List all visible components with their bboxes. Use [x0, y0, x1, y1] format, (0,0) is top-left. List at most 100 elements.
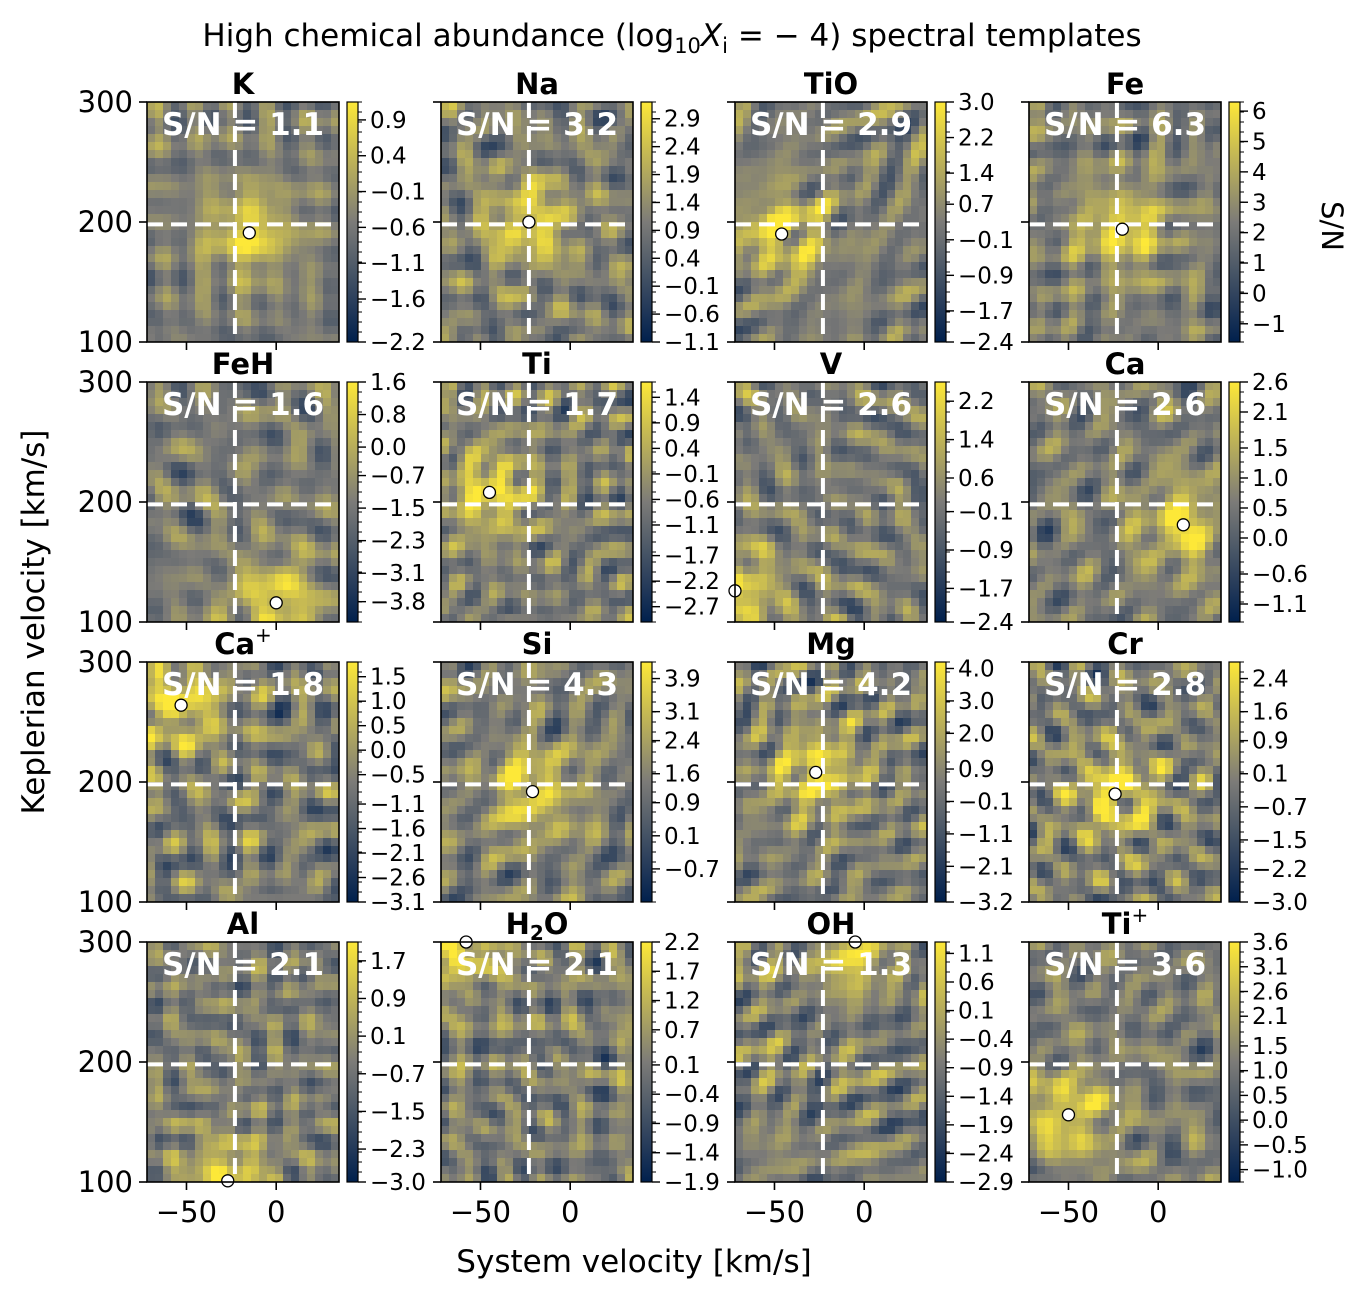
colorbar-tick-label-10-4: 0.9 — [664, 791, 701, 817]
peak-marker-1 — [242, 226, 256, 240]
colorbar-tick-label-5-4: −1.5 — [370, 496, 426, 522]
panel-title-4: Fe — [1106, 67, 1144, 101]
colorbar-tick-label-8-3: 1.0 — [1252, 466, 1289, 492]
heatmap-6 — [441, 382, 633, 622]
colorbar-tick-label-3-4: −0.1 — [958, 228, 1014, 254]
colorbar-tick-label-15-3: −0.4 — [958, 1027, 1014, 1053]
heatmap-7 — [735, 382, 927, 622]
x-tick-label-15-0: −50 — [744, 1195, 805, 1229]
panel-8: S/N = 2.6 Ca 2.6 2.1 1.5 1.0 0.5 0.0 −0.6 −1.1 — [1021, 347, 1308, 630]
colorbar-tick-label-5-1: 0.8 — [370, 403, 407, 429]
colorbar-tick-label-5-2: 0.0 — [370, 435, 407, 461]
colorbar-tick-label-6-1: 0.9 — [664, 411, 701, 437]
heatmap-4 — [1029, 102, 1221, 342]
sn-label-6: S/N = 1.7 — [456, 387, 618, 423]
colorbar-tick-label-3-6: −1.7 — [958, 299, 1014, 325]
panel-10: S/N = 4.3 Si 3.9 3.1 2.4 1.6 0.9 0.1 −0.7 — [433, 627, 720, 910]
y-axis-label: Keplerian velocity [km/s] — [16, 429, 52, 814]
panel-2: S/N = 3.2 Na 2.92.41.91.40.90.4−0.1−0.6−1.… — [433, 67, 720, 356]
colorbar-tick-label-13-1: 0.9 — [370, 986, 407, 1012]
colorbar-tick-label-6-0: 1.4 — [664, 385, 701, 411]
colorbar-tick-label-2-0: 2.9 — [664, 107, 701, 133]
colorbar-tick-label-8-6: −0.6 — [1252, 562, 1308, 588]
colorbar-tick-label-15-2: 0.1 — [958, 999, 995, 1025]
peak-marker-11 — [809, 765, 823, 780]
colorbar-11 — [934, 661, 947, 903]
colorbar-tick-label-1-2: −0.1 — [370, 180, 426, 206]
x-tick-label-16-0: −50 — [1038, 1195, 1099, 1229]
colorbar-tick-label-8-4: 0.5 — [1252, 496, 1289, 522]
colorbar-tick-label-4-6: 0 — [1252, 281, 1267, 307]
colorbar-5 — [346, 381, 359, 623]
colorbar-tick-label-6-3: −0.1 — [664, 462, 720, 488]
colorbar-tick-label-5-3: −0.7 — [370, 464, 426, 490]
colorbar-tick-label-8-2: 1.5 — [1252, 436, 1289, 462]
colorbar-tick-label-3-3: 0.7 — [958, 192, 995, 218]
colorbar-tick-label-11-1: 3.0 — [958, 689, 995, 715]
colorbar-tick-label-4-3: 3 — [1252, 190, 1267, 216]
colorbar-tick-label-16-1: 3.1 — [1252, 955, 1289, 981]
y-tick-label-5-0: 100 — [78, 605, 133, 639]
colorbar-tick-label-6-2: 0.4 — [664, 436, 701, 462]
sn-label-13: S/N = 2.1 — [162, 947, 324, 983]
sn-label-16: S/N = 3.6 — [1044, 947, 1206, 983]
colorbar-1 — [346, 101, 359, 343]
colorbar-tick-label-12-7: −3.0 — [1252, 890, 1308, 916]
colorbar-tick-label-4-5: 1 — [1252, 251, 1267, 277]
colorbar-tick-label-10-6: −0.7 — [664, 857, 720, 883]
colorbar-tick-label-6-7: −2.2 — [664, 569, 720, 595]
colorbar-tick-label-15-6: −1.9 — [958, 1113, 1014, 1139]
colorbar-tick-label-4-2: 4 — [1252, 160, 1267, 186]
colorbar-16 — [1228, 941, 1241, 1183]
sn-label-15: S/N = 1.3 — [750, 947, 912, 983]
colorbar-tick-label-13-0: 1.7 — [370, 949, 407, 975]
colorbar-tick-label-1-5: −1.6 — [370, 287, 426, 313]
colorbar-tick-label-13-5: −2.3 — [370, 1137, 426, 1163]
figure-title-log-base: 10 — [674, 34, 701, 58]
colorbar-tick-label-13-2: 0.1 — [370, 1024, 407, 1050]
panel-title-14: H2O — [506, 907, 569, 945]
sn-label-7: S/N = 2.6 — [750, 387, 912, 423]
y-tick-label-9-1: 200 — [78, 765, 133, 799]
colorbar-tick-label-5-0: 1.6 — [370, 370, 407, 396]
colorbar-tick-label-14-1: 1.7 — [664, 959, 701, 985]
colorbar-tick-label-11-2: 2.0 — [958, 721, 995, 747]
colorbar-tick-label-16-5: 1.0 — [1252, 1059, 1289, 1085]
sn-label-1: S/N = 1.1 — [162, 107, 324, 143]
colorbar-tick-label-9-9: −3.1 — [370, 890, 426, 916]
figure-title-prefix: High chemical abundance (log — [202, 18, 674, 54]
figure-title-suffix: = − 4) spectral templates — [728, 18, 1142, 54]
panel-1: S/N = 1.1 K 100 200 300 0.9 0.4 −0.1 −0.6 −1.1 −1.… — [78, 67, 426, 359]
peak-marker-2 — [522, 215, 536, 229]
colorbar-tick-label-5-6: −3.1 — [370, 561, 426, 587]
panel-11: S/N = 4.2 Mg 4.0 3.0 2.0 0.9 −0.1 −1.1 −2.1 −3.2 — [727, 627, 1014, 916]
colorbar-tick-label-15-0: 1.1 — [958, 941, 995, 967]
colorbar-2 — [640, 101, 653, 343]
colorbar-tick-label-11-6: −2.1 — [958, 854, 1014, 880]
y-tick-label-9-0: 100 — [78, 885, 133, 919]
colorbar-7 — [934, 381, 947, 623]
colorbar-tick-label-12-1: 1.6 — [1252, 700, 1289, 726]
x-tick-label-13-1: 0 — [267, 1195, 285, 1229]
colorbar-tick-label-7-5: −1.7 — [958, 576, 1014, 602]
colorbar-tick-label-14-3: 0.7 — [664, 1018, 701, 1044]
colorbar-tick-label-3-5: −0.9 — [958, 263, 1014, 289]
colorbar-8 — [1228, 381, 1241, 623]
colorbar-tick-label-11-7: −3.2 — [958, 890, 1014, 916]
panel-title-13: Al — [227, 907, 259, 941]
colorbar-tick-label-2-8: −1.1 — [664, 330, 720, 356]
x-tick-label-13-0: −50 — [156, 1195, 217, 1229]
panel-15: S/N = 1.3 OH −50 0 1.1 0.6 0.1−0.4 −0.9−1.4 −1.9… — [727, 907, 1014, 1229]
colorbar-tick-label-8-0: 2.6 — [1252, 370, 1289, 396]
colorbar-tick-label-10-5: 0.1 — [664, 824, 701, 850]
colorbar-tick-label-16-2: 2.6 — [1252, 979, 1289, 1005]
colorbar-tick-label-16-4: 1.5 — [1252, 1034, 1289, 1060]
colorbar-tick-label-13-3: −0.7 — [370, 1062, 426, 1088]
colorbar-tick-label-15-4: −0.9 — [958, 1056, 1014, 1082]
peak-marker-12 — [1108, 787, 1122, 801]
colorbar-tick-label-16-0: 3.6 — [1252, 930, 1289, 956]
figure-title: High chemical abundance (log10Xi = − 4) … — [202, 18, 1141, 58]
peak-marker-13 — [221, 1174, 235, 1188]
colorbar-tick-label-2-4: 0.9 — [664, 218, 701, 244]
y-tick-label-1-0: 100 — [78, 325, 133, 359]
